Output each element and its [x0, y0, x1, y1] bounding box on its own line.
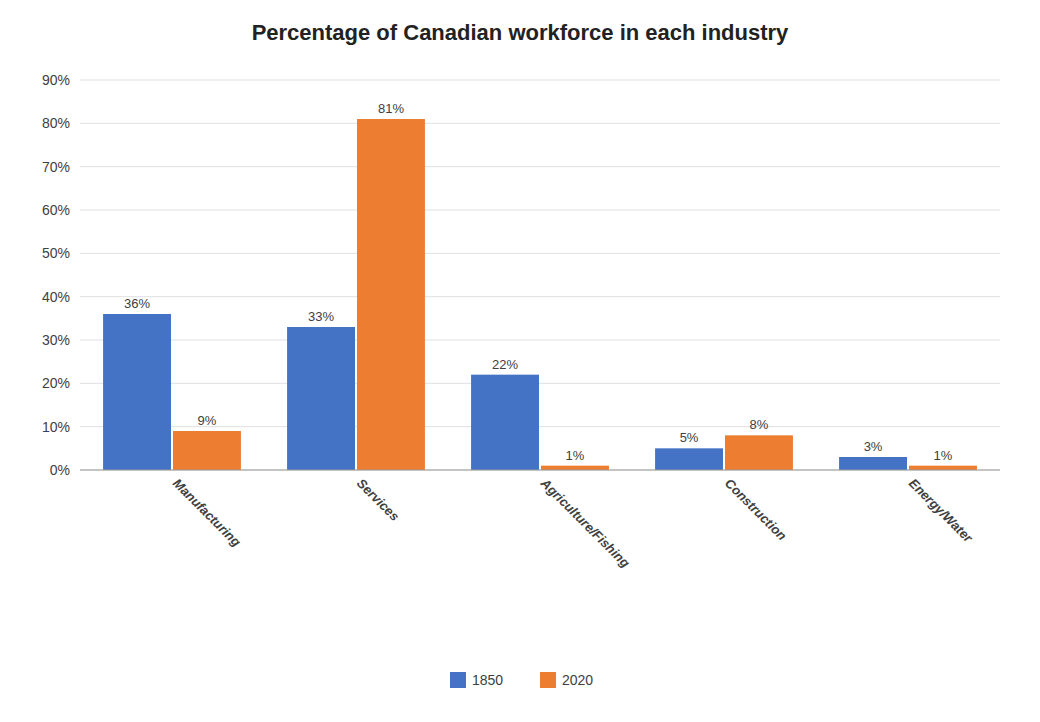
bars: [103, 119, 977, 470]
x-tick-label: Construction: [722, 476, 790, 544]
chart-svg: Percentage of Canadian workforce in each…: [0, 0, 1040, 722]
legend-label: 2020: [562, 672, 593, 688]
x-axis-line: [80, 470, 1000, 471]
grid-line: [80, 340, 1000, 341]
y-tick-label: 30%: [42, 332, 70, 348]
bar: [471, 375, 539, 470]
x-tick-label: Services: [354, 476, 402, 524]
legend-label: 1850: [472, 672, 503, 688]
data-label: 8%: [750, 417, 769, 432]
grid-line: [80, 80, 1000, 81]
y-tick-label: 70%: [42, 159, 70, 175]
chart-container: Percentage of Canadian workforce in each…: [0, 0, 1040, 722]
bar: [287, 327, 355, 470]
bar: [839, 457, 907, 470]
data-label: 1%: [566, 448, 585, 463]
y-tick-label: 90%: [42, 72, 70, 88]
data-label: 3%: [864, 439, 883, 454]
grid-line: [80, 296, 1000, 297]
data-label: 81%: [378, 101, 404, 116]
bar: [655, 448, 723, 470]
data-label: 5%: [680, 430, 699, 445]
grid-line: [80, 166, 1000, 167]
y-tick-label: 20%: [42, 375, 70, 391]
bar: [103, 314, 171, 470]
chart-title: Percentage of Canadian workforce in each…: [252, 20, 789, 45]
data-label: 33%: [308, 309, 334, 324]
bar: [173, 431, 241, 470]
y-tick-label: 0%: [50, 462, 70, 478]
x-tick-label: Energy/Water: [906, 476, 976, 546]
y-tick-label: 10%: [42, 419, 70, 435]
x-tick-label: Manufacturing: [170, 476, 244, 550]
x-tick-label: Agriculture/Fishing: [537, 475, 633, 571]
grid-line: [80, 123, 1000, 124]
grid-line: [80, 426, 1000, 427]
legend-swatch: [540, 672, 556, 688]
y-tick-label: 50%: [42, 245, 70, 261]
bar: [357, 119, 425, 470]
grid-line: [80, 253, 1000, 254]
data-label: 22%: [492, 357, 518, 372]
bar: [541, 466, 609, 470]
data-label: 9%: [198, 413, 217, 428]
legend-swatch: [450, 672, 466, 688]
data-label: 36%: [124, 296, 150, 311]
grid-line: [80, 383, 1000, 384]
y-tick-label: 60%: [42, 202, 70, 218]
grid-line: [80, 210, 1000, 211]
bar: [909, 466, 977, 470]
y-tick-label: 80%: [42, 115, 70, 131]
y-axis: 0% 10% 20% 30% 40% 50% 60% 70% 80% 90%: [42, 72, 1000, 478]
x-axis: Manufacturing Services Agriculture/Fishing…: [170, 475, 976, 571]
data-labels: 36% 33% 22% 5% 3% 9% 81% 1% 8% 1%: [124, 101, 953, 463]
y-tick-label: 40%: [42, 289, 70, 305]
data-label: 1%: [934, 448, 953, 463]
legend: 1850 2020: [450, 672, 593, 688]
bar: [725, 435, 793, 470]
grid-line: [80, 470, 1000, 471]
